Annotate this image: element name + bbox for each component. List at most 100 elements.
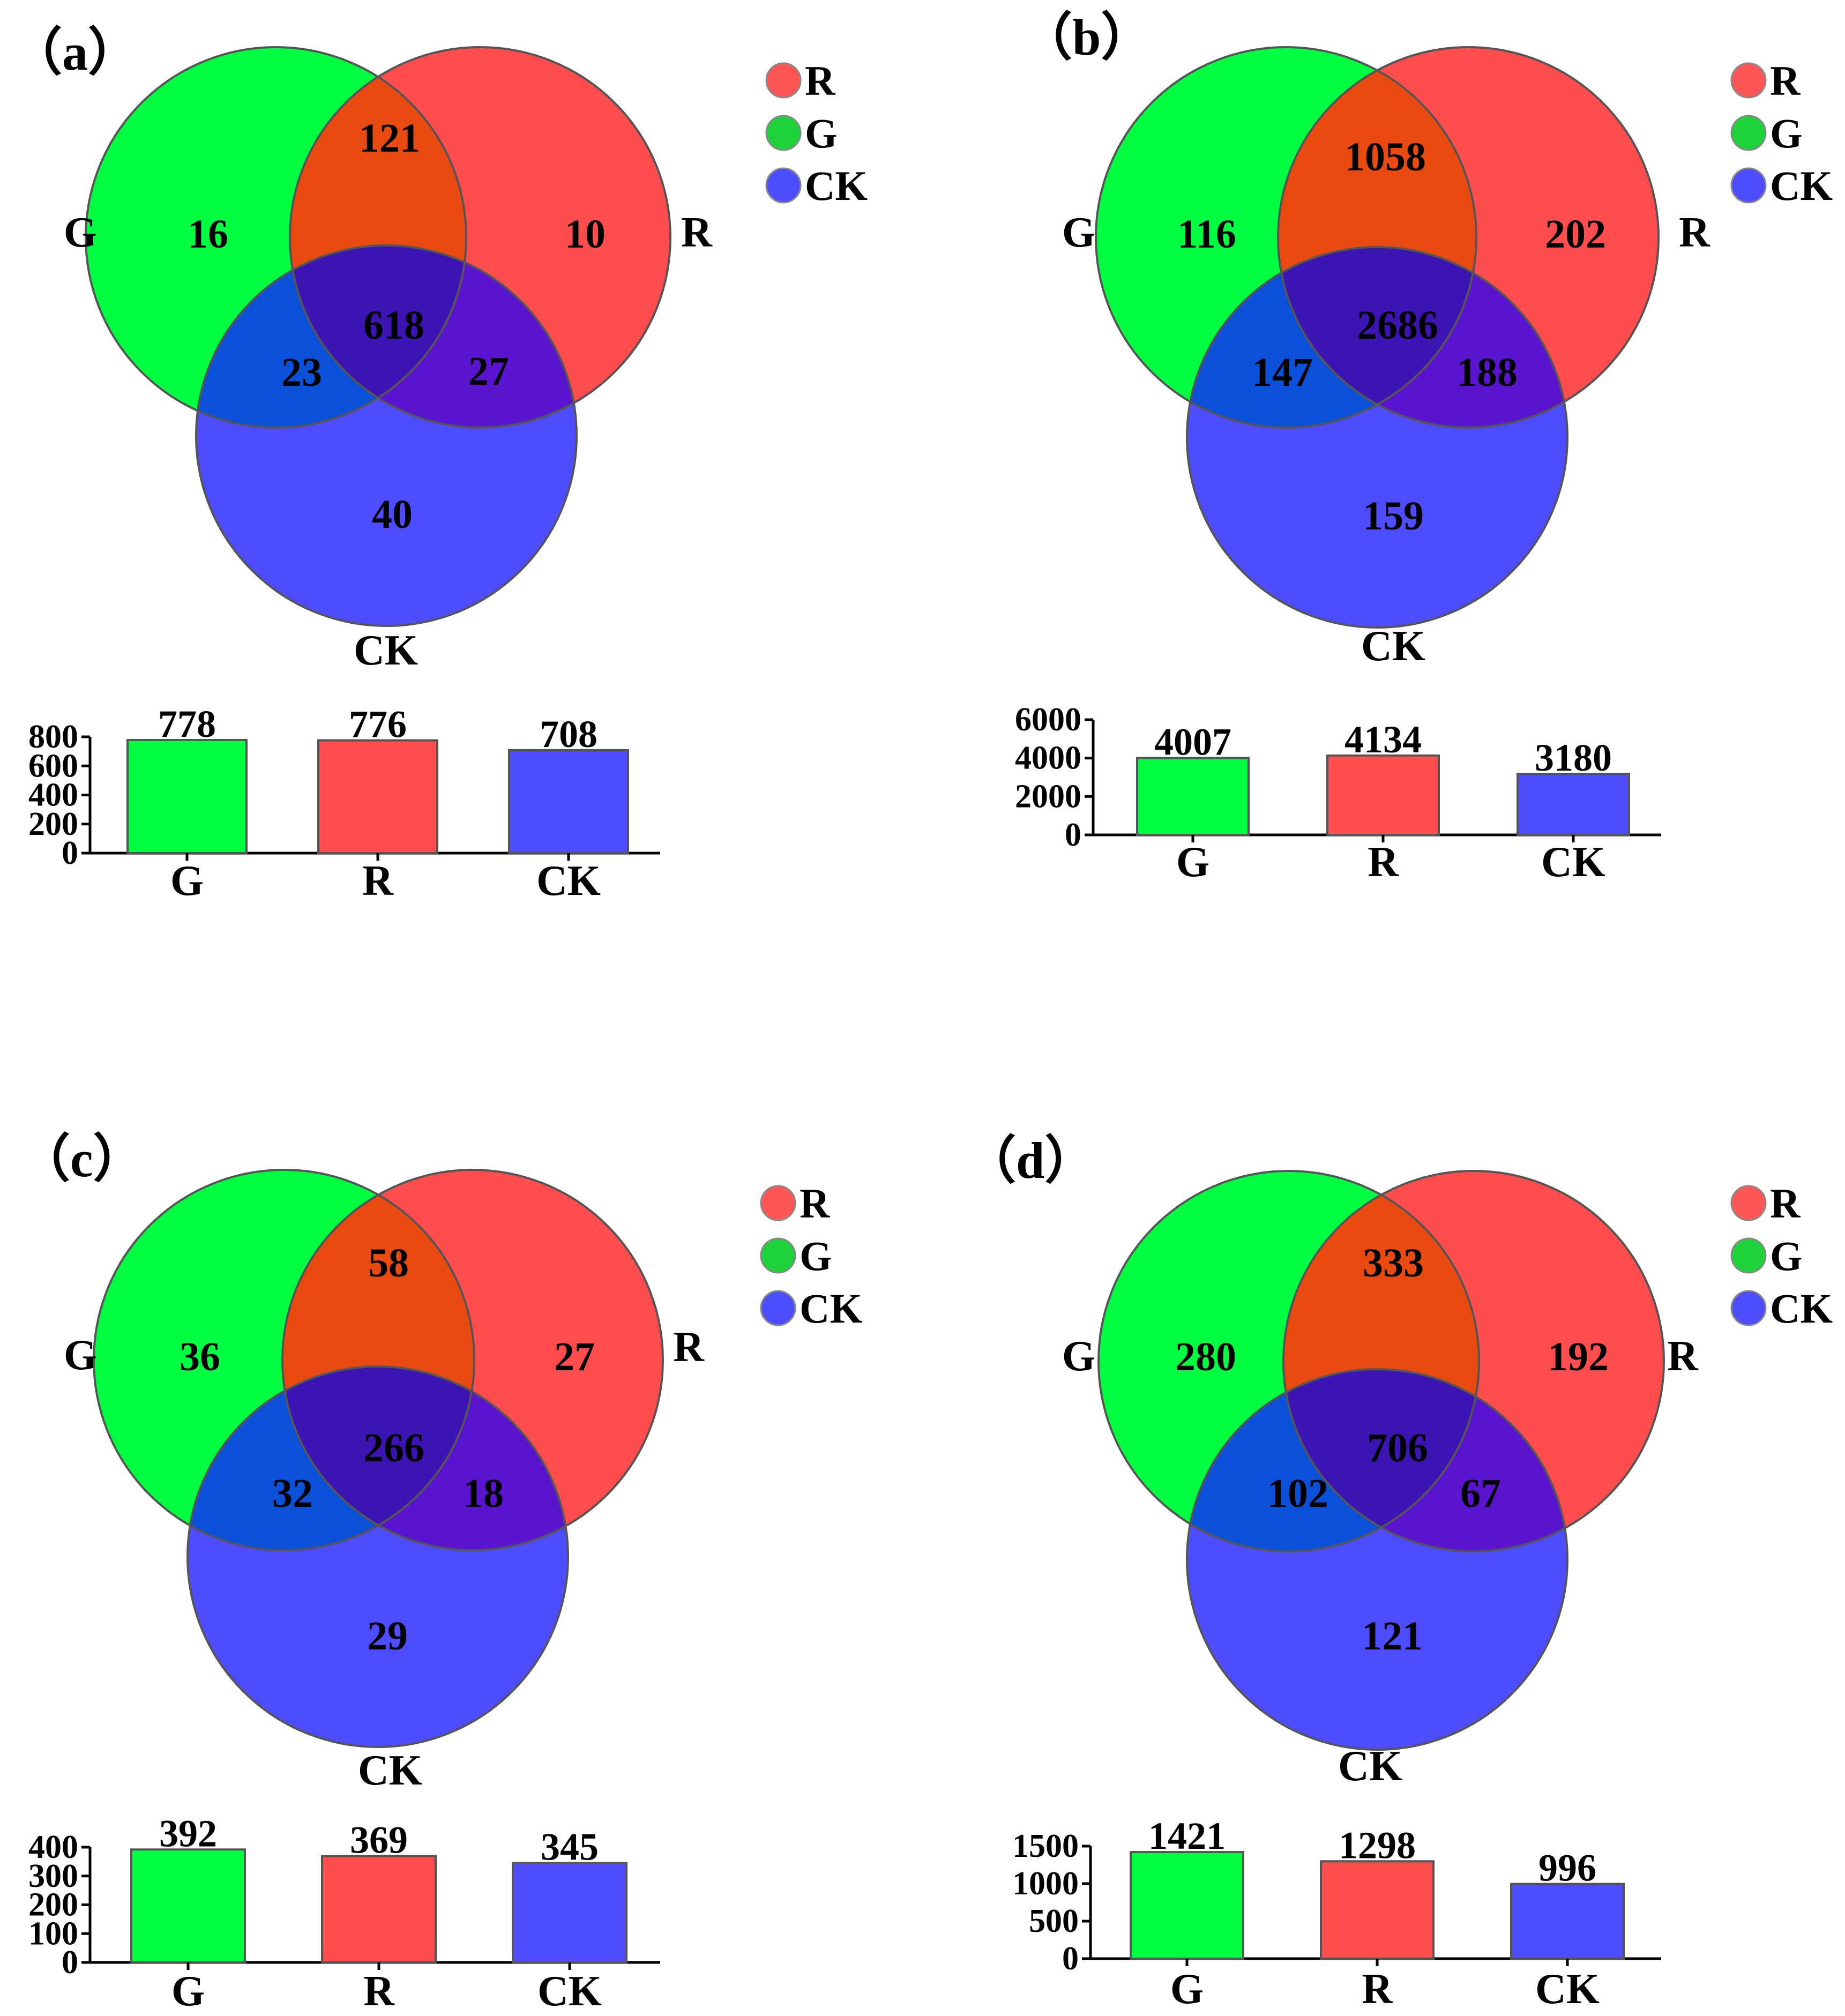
venn-set-label-r: R	[1667, 1333, 1699, 1380]
bar-y-tick-label: 400	[28, 777, 78, 813]
bar-x-tick-label: R	[1368, 839, 1399, 886]
bar-x-tick-label: R	[362, 857, 394, 905]
venn-set-label-ck: CK	[1338, 1743, 1402, 1790]
bar-g	[126, 738, 248, 855]
venn-region-ck-only: 159	[1363, 494, 1424, 539]
venn-region-g-only: 116	[1177, 212, 1236, 257]
legend-swatch-ck	[1730, 1290, 1767, 1326]
legend-label-ck: CK	[805, 162, 868, 209]
venn-outline-ck	[1186, 246, 1568, 629]
venn-region-ck-only: 29	[367, 1614, 408, 1659]
bar-y-tick-label: 0	[1065, 817, 1081, 853]
venn-region-ck-only: 40	[372, 492, 413, 537]
bar-r	[1320, 1860, 1435, 1960]
legend-swatch-ck	[765, 167, 802, 204]
venn-region-g-r-ck: 618	[363, 303, 424, 348]
venn-region-r-only: 27	[554, 1334, 595, 1379]
bar-y-tick-label: 6000	[1015, 701, 1081, 738]
bar-x-tick-label: G	[1176, 839, 1209, 886]
bar-y-tick-label: 1000	[1012, 1865, 1079, 1902]
venn-overlap-r-ck	[1283, 1369, 1567, 1551]
legend-label-g: G	[1770, 110, 1803, 156]
bar-value-label: 778	[158, 703, 216, 745]
bar-x-tick-label: CK	[536, 857, 601, 905]
panel-label: （a）	[11, 24, 139, 81]
venn-outline-r	[1277, 46, 1660, 429]
bar-x-tick-label: CK	[1541, 839, 1605, 886]
bar-value-label: 392	[159, 1812, 217, 1855]
venn-set-label-ck: CK	[358, 1747, 422, 1794]
venn-overlap-g-ck	[196, 245, 466, 428]
venn-region-g-ck: 102	[1267, 1471, 1328, 1516]
venn-outline-g	[1095, 46, 1477, 429]
bar-g	[1130, 1851, 1244, 1960]
venn-region-r-ck: 67	[1460, 1471, 1501, 1516]
panel-label: （b）	[1021, 9, 1152, 66]
bar-y-tick-label: 200	[28, 806, 78, 842]
venn-set-label-g: G	[64, 209, 97, 256]
legend-label-g: G	[805, 110, 838, 156]
venn-set-label-g: G	[64, 1332, 97, 1379]
venn-outline-ck	[195, 244, 578, 627]
bar-x-tick-label: G	[1170, 1966, 1204, 2013]
bar-x-tick-label: G	[171, 1968, 205, 2015]
legend-label-r: R	[805, 57, 836, 104]
bar-ck	[508, 749, 629, 854]
bar-y-tick-label: 400	[28, 1829, 78, 1865]
venn-set-label-ck: CK	[1361, 623, 1425, 670]
bar-value-label: 3180	[1535, 736, 1612, 779]
bar-y-tick-label: 0	[1062, 1940, 1079, 1977]
bar-r	[321, 1855, 437, 1964]
legend-swatch-r	[765, 62, 802, 99]
venn-set-label-r: R	[673, 1324, 705, 1371]
venn-region-g-ck: 32	[272, 1471, 313, 1516]
legend-swatch-r	[1730, 62, 1767, 99]
venn-region-r-only: 192	[1548, 1334, 1609, 1379]
bar-g	[1136, 757, 1250, 837]
venn-region-ck-only: 121	[1362, 1614, 1423, 1659]
legend-swatch-r	[1730, 1185, 1767, 1221]
legend-label-r: R	[1770, 1180, 1801, 1227]
venn-outline-r	[289, 46, 671, 429]
bar-y-tick-label: 600	[28, 748, 78, 784]
legend-swatch-r	[760, 1185, 796, 1221]
legend-label-r: R	[800, 1180, 831, 1227]
bar-x-tick-label: R	[1362, 1966, 1393, 2013]
venn-outline-ck	[186, 1365, 569, 1748]
venn-outline-g	[85, 46, 467, 429]
venn-set-label-r: R	[681, 209, 713, 256]
legend-label-r: R	[1770, 57, 1801, 104]
bar-y-tick-label: 0	[62, 835, 78, 871]
legend-swatch-ck	[1730, 167, 1767, 204]
bar-r	[1326, 754, 1440, 836]
panel-label: （c）	[19, 1130, 145, 1188]
venn-outline-ck	[1186, 1368, 1568, 1751]
venn-outline-g	[93, 1169, 475, 1551]
bar-value-label: 996	[1538, 1847, 1596, 1890]
legend-swatch-g	[765, 115, 802, 151]
bar-x-tick-label: CK	[1535, 1966, 1600, 2013]
legend-label-ck: CK	[1770, 1285, 1833, 1332]
venn-outline-r	[1282, 1170, 1665, 1552]
venn-region-g-r: 1058	[1344, 135, 1426, 180]
bar-x-tick-label: G	[170, 857, 204, 905]
venn-region-g-r-ck: 706	[1367, 1425, 1428, 1470]
bar-value-label: 4007	[1154, 720, 1231, 763]
bar-y-tick-label: 100	[28, 1915, 78, 1952]
legend-swatch-g	[1730, 115, 1767, 151]
venn-region-g-only: 36	[180, 1334, 220, 1379]
venn-region-g-ck: 147	[1252, 350, 1313, 395]
venn-region-r-ck: 188	[1456, 350, 1518, 395]
legend-label-g: G	[800, 1233, 832, 1279]
legend-label-g: G	[1770, 1233, 1803, 1279]
legend-swatch-g	[760, 1237, 796, 1274]
bar-y-tick-label: 0	[62, 1944, 78, 1981]
venn-region-r-ck: 18	[463, 1471, 504, 1516]
bar-x-tick-label: R	[363, 1968, 395, 2015]
venn-outline-g	[1097, 1170, 1480, 1552]
bar-ck	[1510, 1883, 1625, 1960]
